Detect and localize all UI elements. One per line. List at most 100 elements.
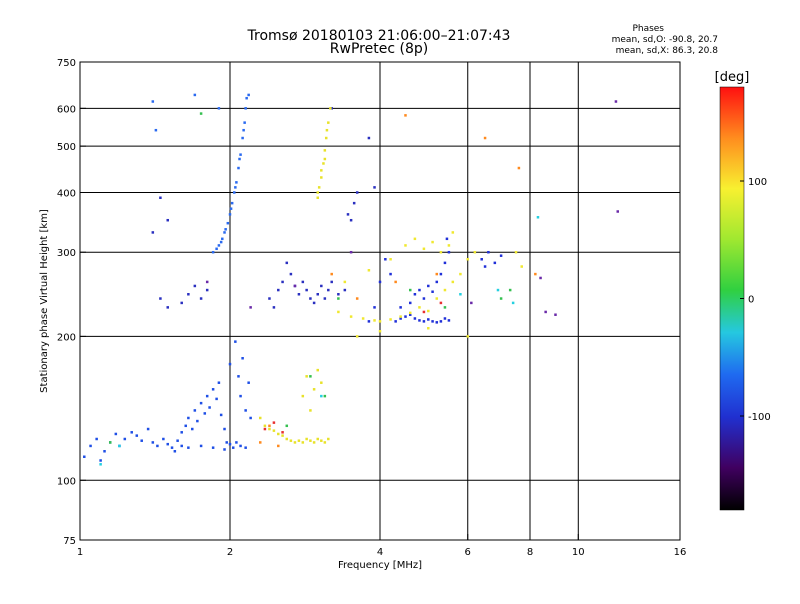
data-point [544,310,547,314]
data-point [103,450,106,453]
data-point [199,444,203,448]
data-point [322,162,325,165]
data-point [320,439,323,442]
colorbar-tick-label: 0 [748,295,754,306]
data-point [447,244,451,247]
data-point [499,297,503,300]
data-point [418,319,421,322]
data-point [427,326,430,330]
data-point [239,394,242,398]
data-point [418,306,421,309]
data-point [431,290,434,293]
data-point [439,250,443,254]
data-point [305,375,308,378]
data-point [235,441,238,444]
data-point [435,280,439,284]
x-tick-label: 2 [227,547,233,558]
data-point [499,254,503,257]
data-point [399,315,402,318]
data-point [404,315,407,318]
data-point [225,441,228,444]
data-point [337,297,340,300]
data-point [219,240,223,244]
data-point [166,218,169,222]
data-point [151,441,155,444]
data-point [324,136,328,140]
data-point [445,237,449,241]
data-point [239,153,242,156]
data-point [473,250,477,254]
data-point [211,388,215,391]
data-point [422,320,426,323]
data-point [224,228,227,231]
data-point [439,320,443,323]
data-point [234,186,237,189]
data-point [404,114,407,117]
data-point [408,313,412,316]
data-point [394,280,397,284]
data-point [517,166,521,170]
data-point [320,394,323,398]
x-tick-label: 4 [377,547,383,558]
data-point [447,319,451,322]
data-point [268,297,271,300]
data-point [413,237,417,241]
data-point [217,107,221,110]
data-point [180,444,183,448]
stats-o-mode: mean, sd,O: -90.8, 20.7 [612,35,718,45]
data-point [316,368,319,372]
data-point [511,301,515,305]
data-point [173,450,177,453]
data-point [316,293,319,296]
y-tick-label: 500 [57,142,76,153]
data-point [355,297,359,300]
data-point [277,432,280,436]
data-point [237,166,240,170]
data-point [272,429,276,432]
x-tick-label: 1 [77,547,83,558]
data-point [151,231,155,234]
data-point [89,444,92,448]
data-point [223,427,226,431]
data-point [443,306,447,309]
data-point [520,265,523,268]
data-point [323,394,327,398]
data-point [305,437,308,441]
data-point [323,149,327,152]
colorbar-ticks: 100 0 -100 [740,177,771,423]
data-point [162,437,165,441]
data-point [239,444,242,448]
data-point [320,284,323,288]
data-point [223,448,226,451]
data-point [277,444,280,448]
data-point [312,441,316,444]
data-point [431,240,434,244]
x-tick-label: 10 [572,547,585,558]
data-point [422,247,426,251]
y-tick-label: 750 [57,58,76,69]
data-point [203,412,207,415]
data-point [95,437,98,441]
data-point [187,446,190,449]
data-point [247,381,250,384]
data-point [343,280,347,284]
data-point [241,357,244,360]
data-point [330,107,333,110]
data-point [367,269,371,272]
data-point [327,437,330,441]
colorbar-tick-label: -100 [748,412,771,423]
data-point [219,413,223,417]
data-point [228,442,232,446]
data-point [352,201,356,205]
data-point [293,441,297,444]
data-point [140,439,143,442]
data-point [156,444,159,448]
data-point [135,434,139,437]
data-point [435,272,439,276]
data-point [193,93,197,97]
data-point [427,318,430,321]
data-point [289,439,293,442]
data-point [459,272,462,276]
data-point [309,409,312,412]
data-point [320,169,323,172]
